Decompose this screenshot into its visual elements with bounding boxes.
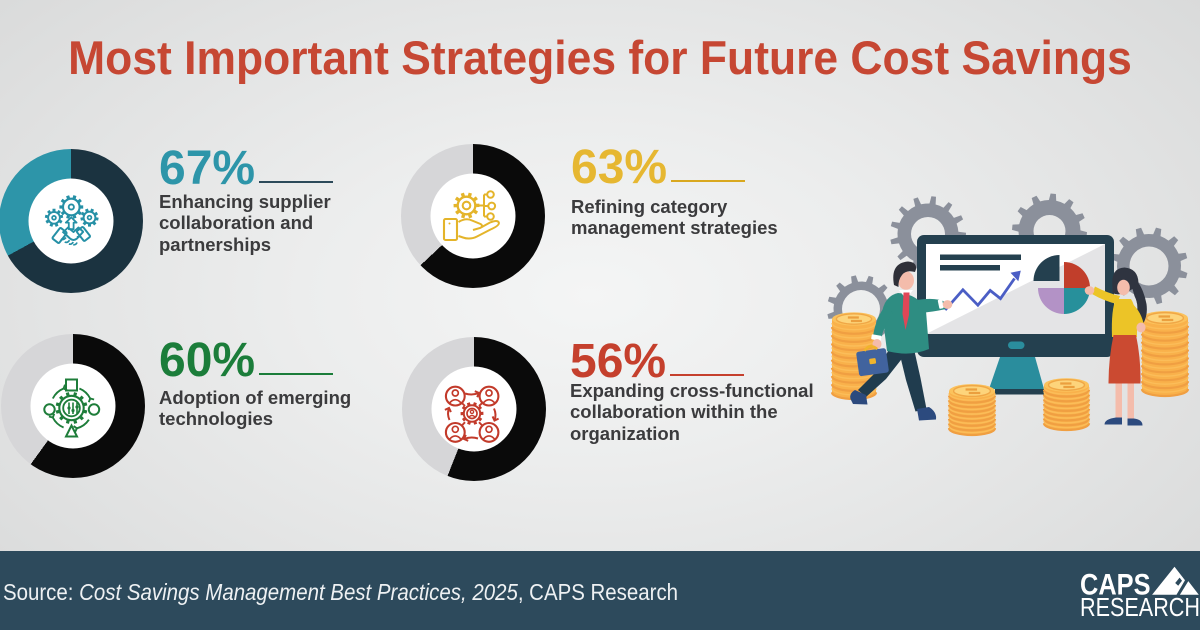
svg-text:CAPS: CAPS <box>1080 569 1151 602</box>
svg-text:RESEARCH: RESEARCH <box>1080 592 1200 622</box>
